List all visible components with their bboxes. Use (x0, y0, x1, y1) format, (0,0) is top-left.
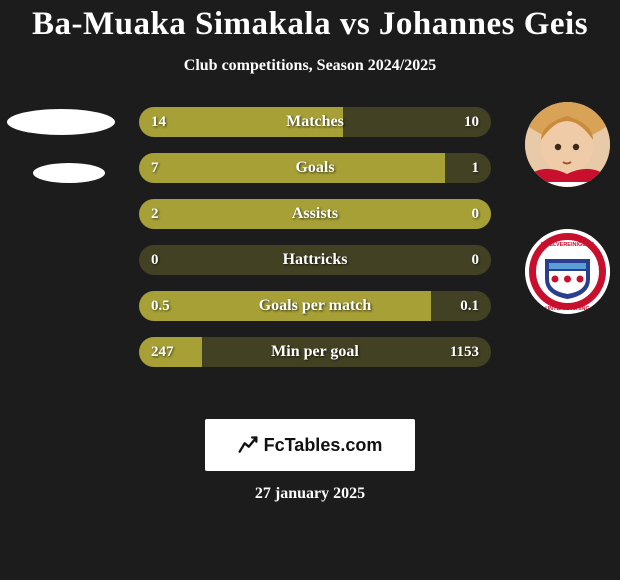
avatar-placeholder-shape (7, 109, 115, 135)
stat-bar-label: Goals (139, 153, 491, 183)
date-label: 27 january 2025 (0, 485, 620, 503)
stat-bar-label: Goals per match (139, 291, 491, 321)
stat-bar-label: Min per goal (139, 337, 491, 367)
fctables-logo-icon (238, 435, 258, 455)
svg-text:SPIELVEREINIGUNG: SPIELVEREINIGUNG (541, 242, 595, 248)
stat-bar-value-left: 0.5 (151, 291, 170, 321)
player-avatar-right (525, 102, 610, 187)
stat-bar-row: Hattricks0 0 (139, 245, 491, 275)
stat-bar-row: Goals per match0.5 0.1 (139, 291, 491, 321)
stat-bar-row: Assists2 0 (139, 199, 491, 229)
brand-text: FcTables.com (264, 435, 383, 456)
stat-bar-value-right: 0 (472, 199, 480, 229)
player-avatar-left (7, 109, 115, 183)
stat-bar-value-left: 247 (151, 337, 174, 367)
page-title: Ba-Muaka Simakala vs Johannes Geis (0, 0, 620, 43)
stat-bar-label: Assists (139, 199, 491, 229)
stat-bar-value-right: 1153 (450, 337, 479, 367)
page-subtitle: Club competitions, Season 2024/2025 (0, 57, 620, 75)
stat-bar-value-right: 10 (464, 107, 479, 137)
stat-bar-label: Matches (139, 107, 491, 137)
stat-bar-label: Hattricks (139, 245, 491, 275)
stat-bar-value-left: 0 (151, 245, 159, 275)
svg-text:UNTERHACHING: UNTERHACHING (545, 306, 590, 312)
avatar-placeholder-shape (33, 163, 105, 183)
stat-bar-value-left: 14 (151, 107, 166, 137)
stat-bar-value-right: 1 (472, 153, 480, 183)
club-badge-right: SPIELVEREINIGUNG UNTERHACHING (525, 229, 610, 314)
stat-bar-value-right: 0 (472, 245, 480, 275)
brand-badge: FcTables.com (205, 419, 415, 471)
stat-bar-row: Goals7 1 (139, 153, 491, 183)
stat-bar-value-left: 2 (151, 199, 159, 229)
chart-area: SPIELVEREINIGUNG UNTERHACHING Matches14 1… (0, 107, 620, 407)
stat-bar-row: Min per goal247 1153 (139, 337, 491, 367)
stat-bar-value-right: 0.1 (460, 291, 479, 321)
stat-bars: Matches1410Goals71Assists20Hattricks00Go… (139, 107, 491, 383)
stat-bar-value-left: 7 (151, 153, 159, 183)
stat-bar-row: Matches14 10 (139, 107, 491, 137)
